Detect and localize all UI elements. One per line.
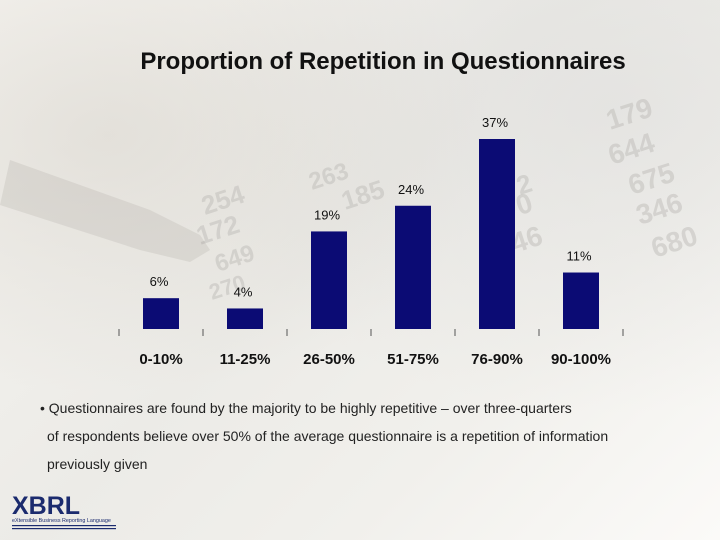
category-label: 90-100% bbox=[551, 351, 611, 368]
category-label: 0-10% bbox=[139, 351, 182, 368]
logo-wordmark: XBRL bbox=[12, 492, 80, 520]
category-label: 26-50% bbox=[303, 351, 355, 368]
bar-90-100% bbox=[563, 272, 599, 329]
bar-11-25% bbox=[227, 308, 263, 329]
bullet-text: • Questionnaires are found by the majori… bbox=[40, 394, 710, 478]
bullet-line-2: of respondents believe over 50% of the a… bbox=[47, 428, 609, 444]
data-label: 19% bbox=[314, 207, 340, 222]
bar-26-50% bbox=[311, 231, 347, 329]
bullet-marker: • bbox=[40, 400, 45, 416]
bar-51-75% bbox=[395, 205, 431, 329]
data-label: 4% bbox=[234, 284, 253, 299]
bullet-line-1: • Questionnaires are found by the majori… bbox=[40, 394, 710, 422]
bar-76-90% bbox=[479, 139, 515, 329]
chart-title: Proportion of Repetition in Questionnair… bbox=[140, 48, 626, 75]
bar-chart: 6% 0-10% 4% 11-25% 19% 26-50% 24% 51-75% 37% 76-9… bbox=[118, 115, 624, 368]
bar-0-10% bbox=[143, 298, 179, 329]
data-label: 11% bbox=[566, 249, 591, 264]
data-label: 37% bbox=[482, 115, 508, 130]
category-label: 76-90% bbox=[471, 351, 523, 368]
logo-rule-2 bbox=[12, 528, 116, 530]
bullet-line-3: previously given bbox=[47, 456, 148, 472]
data-label: 24% bbox=[398, 182, 424, 197]
data-label: 6% bbox=[150, 274, 169, 289]
xbrl-logo: XBRL eXtensible Business Reporting Langu… bbox=[12, 492, 116, 530]
category-label: 51-75% bbox=[387, 351, 439, 368]
category-label: 11-25% bbox=[220, 351, 271, 368]
logo-tagline: eXtensible Business Reporting Language bbox=[12, 518, 111, 524]
logo-rule-1 bbox=[12, 525, 116, 527]
bullet-line-1-text: Questionnaires are found by the majority… bbox=[48, 400, 572, 416]
